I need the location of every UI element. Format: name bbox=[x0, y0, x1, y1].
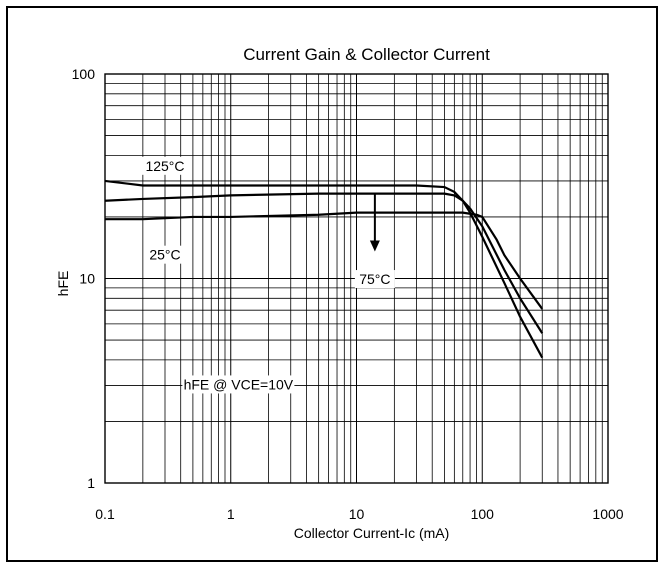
grid bbox=[104, 74, 608, 484]
annotation-background bbox=[182, 375, 295, 394]
x-tick-label: 1 bbox=[227, 506, 235, 522]
chart-title: Current Gain & Collector Current bbox=[243, 45, 490, 64]
annotation-label: 125°C bbox=[145, 158, 184, 174]
y-tick-label: 10 bbox=[79, 271, 95, 287]
series-group bbox=[104, 179, 544, 359]
y-tick-labels: 1 10 100 bbox=[72, 66, 96, 491]
x-axis-label: Collector Current-Ic (mA) bbox=[294, 525, 450, 541]
annotations: 125°C 25°C 75°C hFE @ VCE=10V bbox=[140, 156, 395, 394]
x-tick-label: 100 bbox=[471, 506, 495, 522]
annotation-label: 75°C bbox=[359, 271, 390, 287]
series-line bbox=[104, 192, 544, 334]
series-line bbox=[105, 211, 544, 310]
annotation-background bbox=[140, 156, 189, 175]
x-tick-labels: 0.1 1 10 100 1000 bbox=[95, 506, 624, 522]
x-tick-label: 10 bbox=[349, 506, 365, 522]
x-tick-label: 0.1 bbox=[95, 506, 115, 522]
y-tick-label: 1 bbox=[87, 475, 95, 491]
annotation-label: 25°C bbox=[149, 247, 180, 263]
chart-svg: Current Gain & Collector Current 0.1 1 10 1… bbox=[55, 45, 624, 541]
series-line bbox=[104, 179, 544, 359]
x-tick-label: 1000 bbox=[592, 506, 623, 522]
chart-frame: Current Gain & Collector Current 0.1 1 10 1… bbox=[6, 6, 658, 562]
annotation-background bbox=[144, 245, 185, 264]
annotation-label: hFE @ VCE=10V bbox=[184, 376, 294, 392]
annotation-arrow-head bbox=[369, 240, 380, 252]
y-axis-label: hFE bbox=[55, 271, 71, 297]
y-tick-label: 100 bbox=[72, 66, 96, 82]
annotation-background bbox=[354, 270, 395, 289]
plot-border bbox=[104, 73, 609, 484]
